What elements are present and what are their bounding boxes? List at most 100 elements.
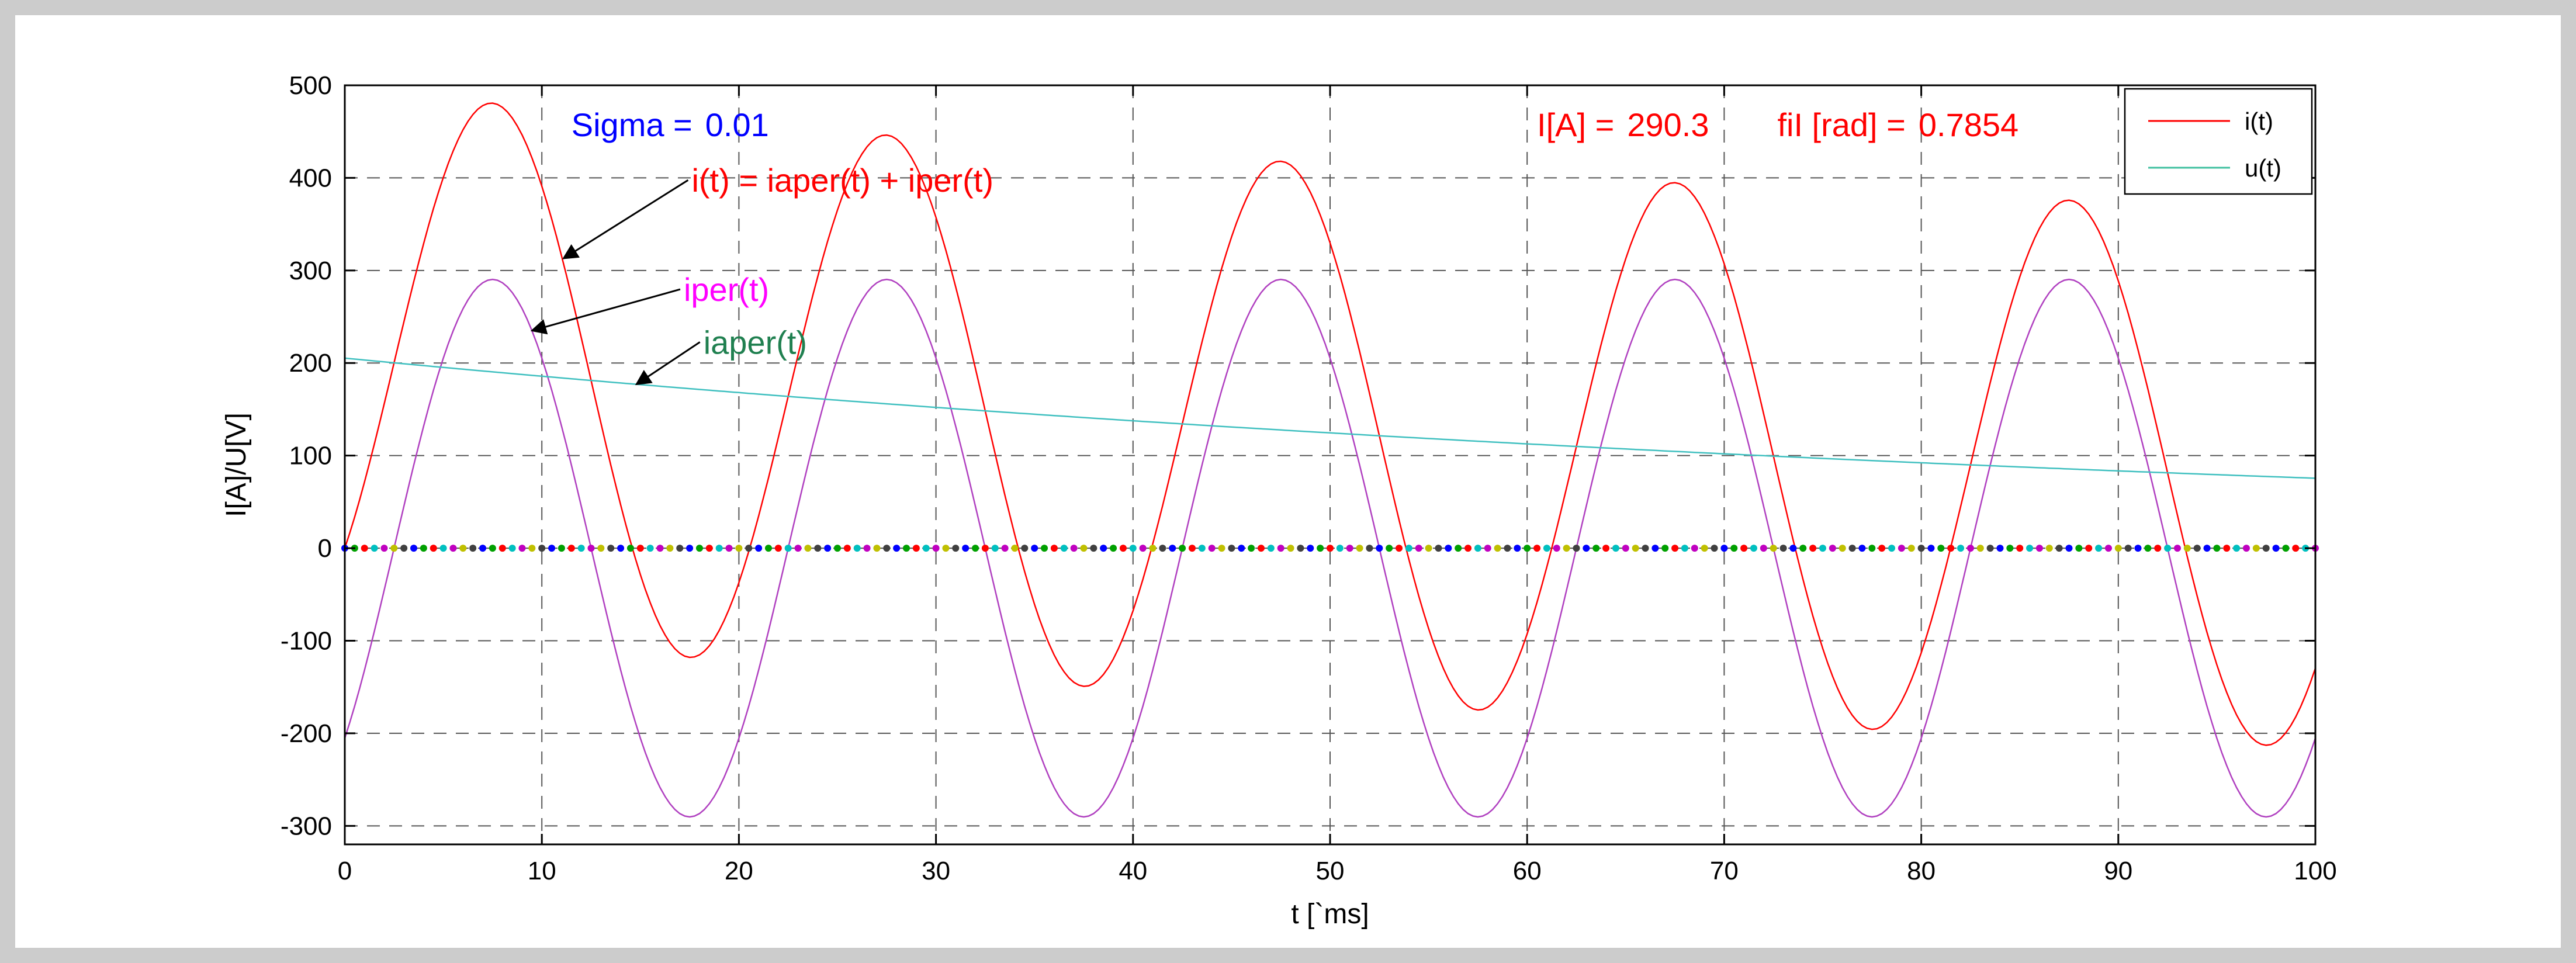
series-point-u <box>1366 545 1373 552</box>
x-tick-label: 80 <box>1907 857 1936 885</box>
x-tick-label: 40 <box>1119 857 1147 885</box>
y-tick-label: -200 <box>281 719 332 748</box>
series-point-u <box>1218 545 1225 552</box>
y-tick-label: 500 <box>289 71 332 100</box>
series-point-u <box>1711 545 1718 552</box>
series-point-u <box>577 545 585 552</box>
series-point-u <box>1868 545 1876 552</box>
legend[interactable]: i(t) u(t) <box>2124 88 2313 195</box>
series-point-u <box>459 545 467 552</box>
series-point-u <box>1228 545 1235 552</box>
legend-box <box>2124 88 2313 195</box>
annotation-arrow <box>635 341 701 386</box>
series-point-u <box>2183 545 2191 552</box>
series-point-u <box>1188 545 1196 552</box>
series-point-u <box>705 545 713 552</box>
series-point-u <box>1701 545 1708 552</box>
series-point-u <box>1277 545 1284 552</box>
series-point-u <box>725 545 733 552</box>
series-point-u <box>607 545 615 552</box>
series-point-u <box>567 545 575 552</box>
series-point-u <box>1543 545 1550 552</box>
series-point-u <box>1050 545 1058 552</box>
series-point-u <box>1001 545 1009 552</box>
series-point-u <box>548 545 556 552</box>
x-tick-label: 70 <box>1710 857 1739 885</box>
series-line-ipert <box>344 278 2317 818</box>
series-point-u <box>853 545 861 552</box>
series-point-u <box>371 545 378 552</box>
series-point-u <box>380 545 388 552</box>
series-point-u <box>893 545 901 552</box>
series-point-u <box>646 545 654 552</box>
series-point-u <box>1307 545 1314 552</box>
annotation-part: Sigma = <box>572 106 693 143</box>
series-point-u <box>1011 545 1019 552</box>
series-point-u <box>1947 545 1955 552</box>
series-point-u <box>1838 545 1846 552</box>
series-point-u <box>2055 545 2063 552</box>
series-point-u <box>2144 545 2152 552</box>
x-tick-label: 100 <box>2294 857 2336 885</box>
series-point-u <box>1917 545 1925 552</box>
series-point-u <box>2262 545 2270 552</box>
series-point-u <box>626 545 634 552</box>
series-point-u <box>1760 545 1767 552</box>
series-point-u <box>686 545 694 552</box>
series-point-u <box>1119 545 1127 552</box>
series-point-u <box>1514 545 1521 552</box>
y-tick-label: 200 <box>289 349 332 377</box>
series-point-u <box>1563 545 1570 552</box>
series-point-u <box>1149 545 1157 552</box>
series-point-u <box>1583 545 1590 552</box>
series-point-u <box>1445 545 1452 552</box>
series-line-it <box>344 102 2317 746</box>
series-point-u <box>479 545 487 552</box>
x-tick-label: 60 <box>1513 857 1542 885</box>
series-point-u <box>361 545 368 552</box>
series-point-u <box>2075 545 2083 552</box>
series-point-u <box>1691 545 1698 552</box>
legend-label: u(t) <box>2245 154 2281 182</box>
series-point-u <box>518 545 526 552</box>
series-point-u <box>587 545 595 552</box>
annotation-text: fiI [rad] = 0.7854 <box>1777 106 2018 143</box>
series-point-u <box>2164 545 2172 552</box>
annotation-text: I[A] = 290.3 <box>1537 106 1709 143</box>
series-point-u <box>469 545 477 552</box>
series-point-u <box>1966 545 1974 552</box>
series-point-u <box>1848 545 1856 552</box>
series-point-u <box>1198 545 1206 552</box>
series-point-u <box>1297 545 1304 552</box>
series-point-u <box>1750 545 1757 552</box>
series-point-u <box>1819 545 1826 552</box>
x-tick-label: 30 <box>922 857 950 885</box>
series-point-u <box>1386 545 1393 552</box>
series-point-u <box>942 545 950 552</box>
series-point-u <box>2213 545 2221 552</box>
series-point-u <box>1110 545 1117 552</box>
series-point-u <box>2124 545 2132 552</box>
series-point-u <box>903 545 910 552</box>
series-point-u <box>1632 545 1639 552</box>
series-point-u <box>1287 545 1294 552</box>
series-point-u <box>1622 545 1629 552</box>
series-point-u <box>2242 545 2250 552</box>
series-point-u <box>2134 545 2142 552</box>
series-point-u <box>1484 545 1491 552</box>
series-point-u <box>2292 545 2300 552</box>
annotation-text: Sigma = 0.01 <box>572 106 769 143</box>
series-point-u <box>972 545 979 552</box>
series-point-u <box>2272 545 2280 552</box>
annotation-text: iper(t) <box>684 271 769 308</box>
y-tick-label: 300 <box>289 257 332 285</box>
series-point-u <box>1878 545 1886 552</box>
series-point-u <box>1524 545 1531 552</box>
series-point-u <box>883 545 891 552</box>
series-point-u <box>410 545 418 552</box>
series-point-u <box>538 545 546 552</box>
series-point-u <box>430 545 437 552</box>
annotation-part: iper(t) <box>684 271 769 308</box>
series-point-u <box>1346 545 1353 552</box>
x-tick-label: 20 <box>725 857 753 885</box>
